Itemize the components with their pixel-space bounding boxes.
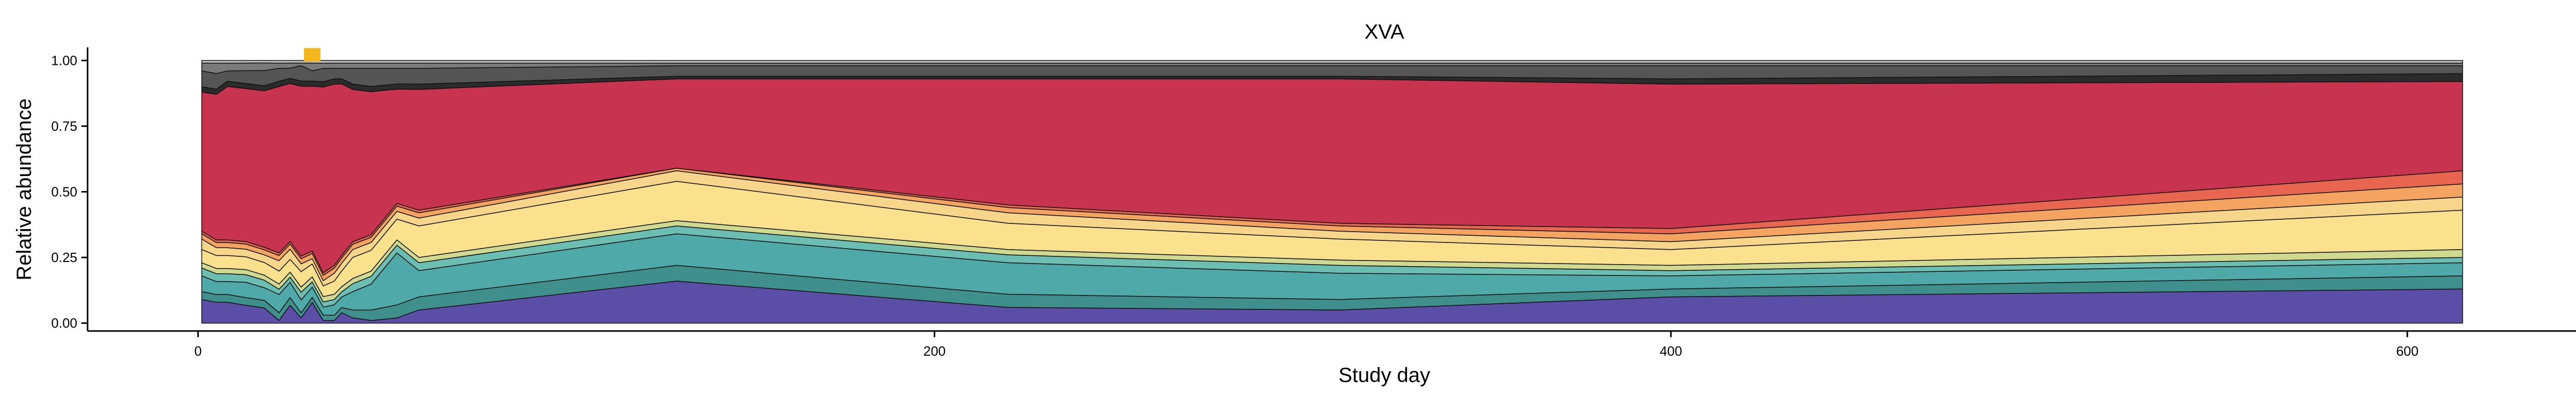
x-tick-label: 200: [923, 343, 945, 359]
annotation-marker-1: [303, 48, 320, 62]
y-tick-label: 0.25: [51, 250, 77, 265]
chart-title: XVA: [1364, 21, 1404, 43]
y-tick-label: 0.75: [51, 118, 77, 134]
x-tick-label: 400: [1660, 343, 1682, 359]
y-tick-label: 1.00: [51, 53, 77, 68]
x-tick-label: 0: [194, 343, 201, 359]
y-axis-title: Relative abundance: [13, 98, 36, 281]
y-axis-ticks: 0.00 0.25 0.50 0.75 1.00: [51, 53, 88, 331]
marker-layer: [303, 48, 320, 62]
plot-area: [201, 60, 2463, 324]
y-tick-label: 0.00: [51, 316, 77, 331]
x-axis-title: Study day: [1338, 364, 1430, 387]
y-tick-label: 0.50: [51, 184, 77, 200]
x-axis-ticks: 0 200 400 600: [194, 331, 2418, 359]
x-tick-label: 600: [2396, 343, 2418, 359]
area-series-14: [201, 60, 2463, 64]
